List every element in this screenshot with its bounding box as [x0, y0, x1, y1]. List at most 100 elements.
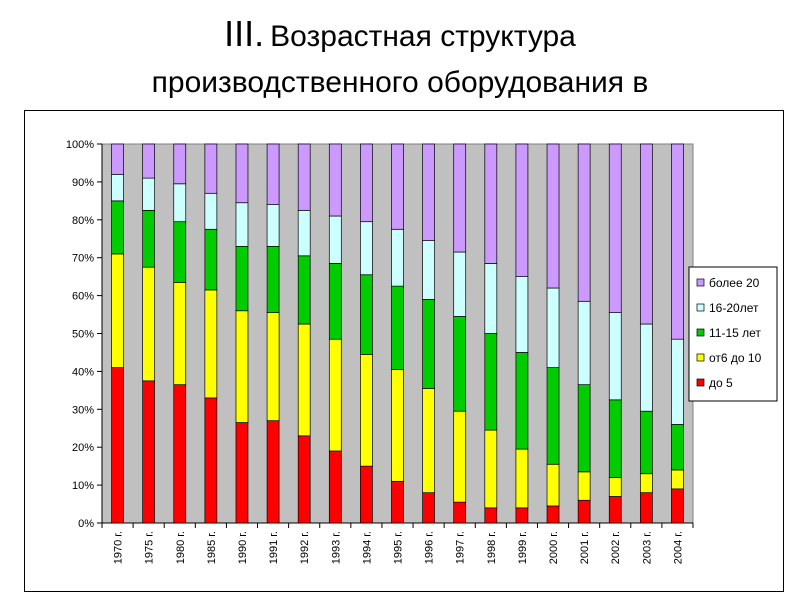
x-tick-label: 1990 г.	[237, 531, 249, 564]
bar-segment	[360, 221, 373, 276]
legend-swatch	[696, 328, 705, 337]
bar-segment	[671, 143, 684, 340]
bar-segment	[328, 215, 342, 264]
bar-segment	[484, 429, 498, 509]
y-tick-label: 10%	[72, 480, 94, 492]
x-tick-label: 1975 г.	[144, 531, 156, 564]
bar-segment	[546, 287, 560, 368]
bar-segment	[577, 499, 591, 524]
bar-segment	[608, 312, 622, 401]
bar-segment	[515, 276, 529, 353]
title-line-2: производственного оборудования в	[151, 66, 649, 99]
bar-segment	[360, 353, 373, 467]
title-line-1: III. Возрастная структура	[0, 14, 800, 57]
bar-segment	[235, 202, 249, 247]
x-tick-label: 2001 г.	[579, 531, 591, 564]
bar-segment	[142, 209, 156, 268]
x-tick-label: 2000 г.	[548, 531, 560, 564]
title-text-1: Возрастная структура	[270, 20, 576, 53]
bar-segment	[360, 465, 373, 524]
y-tick-label: 20%	[72, 442, 94, 454]
bar-segment	[671, 338, 684, 425]
x-tick-label: 1997 г.	[455, 531, 467, 564]
y-tick-label: 60%	[72, 291, 94, 303]
bar-segment	[328, 450, 342, 524]
bar-segment	[577, 471, 591, 501]
bar-segment	[422, 492, 435, 524]
x-tick-label: 1970 г.	[113, 531, 125, 564]
bar-segment	[266, 245, 280, 314]
bar-segment	[111, 200, 124, 255]
bar-segment	[546, 143, 560, 289]
bar-segment	[515, 507, 529, 524]
x-tick-label: 2003 г.	[641, 531, 653, 564]
slide-title: III. Возрастная структура производственно…	[0, 14, 800, 103]
y-tick-label: 70%	[72, 253, 94, 265]
bar-segment	[608, 477, 622, 497]
title-roman-numeral: III.	[224, 13, 265, 54]
bar-segment	[484, 333, 498, 431]
y-tick-label: 100%	[66, 139, 94, 151]
bar-segment	[546, 463, 560, 507]
bar-segment	[204, 192, 218, 230]
chart-frame: 0% 10% 20% 30% 40% 50% 60% 70% 80% 90% 100% 1970 г.…	[24, 110, 784, 592]
bar-segment	[639, 143, 653, 325]
bar-segment	[391, 228, 404, 287]
bar-segment	[639, 410, 653, 475]
x-tick-label: 1980 г.	[175, 531, 187, 564]
bar-segment	[546, 367, 560, 465]
x-tick-label: 1998 г.	[486, 531, 498, 564]
y-tick-label: 50%	[72, 329, 94, 341]
bar-segment	[297, 323, 311, 437]
legend-label: от6 до 10	[709, 351, 762, 365]
y-tick-label: 0%	[78, 518, 94, 530]
bar-segment	[204, 228, 218, 291]
bar-segment	[297, 255, 311, 325]
stacked-bar-chart: 0% 10% 20% 30% 40% 50% 60% 70% 80% 90% 100% 1970 г.…	[66, 139, 778, 564]
bar-segment	[391, 285, 404, 370]
x-tick-label: 1985 г.	[206, 531, 218, 564]
bar-segment	[422, 299, 435, 389]
bar-segment	[235, 143, 249, 204]
y-tick-label: 90%	[72, 177, 94, 189]
bar-segment	[453, 143, 467, 253]
bar-segment	[391, 369, 404, 482]
bar-segment	[484, 507, 498, 524]
bar-segment	[204, 143, 218, 194]
bar-segment	[297, 435, 311, 524]
bar-segment	[515, 448, 529, 509]
bar-segment	[142, 143, 156, 179]
bar-segment	[453, 501, 467, 524]
bar-segment	[173, 281, 187, 386]
x-tick-label: 2002 г.	[610, 531, 622, 564]
bar-segment	[173, 183, 187, 223]
bar-segment	[422, 143, 435, 241]
y-tick-label: 40%	[72, 366, 94, 378]
bar-segment	[391, 480, 404, 524]
bar-segment	[453, 316, 467, 412]
y-tick-label: 80%	[72, 215, 94, 227]
bar-segment	[360, 274, 373, 355]
bar-segment	[266, 143, 280, 205]
bar-segment	[266, 204, 280, 247]
bar-segment	[577, 384, 591, 473]
bar-segment	[297, 143, 311, 211]
legend-swatch	[696, 353, 705, 362]
bar-segment	[142, 380, 156, 524]
x-tick-label: 1991 г.	[268, 531, 280, 564]
bar-segment	[391, 143, 404, 230]
bar-segment	[111, 253, 124, 368]
legend-label: более 20	[709, 276, 760, 290]
bar-segment	[235, 422, 249, 524]
bar-segment	[142, 266, 156, 382]
bar-segment	[328, 263, 342, 340]
bar-segment	[111, 143, 124, 175]
x-tick-label: 1994 г.	[361, 531, 373, 564]
bar-segment	[453, 251, 467, 317]
bar-segment	[484, 143, 498, 264]
legend-swatch	[696, 303, 705, 312]
bar-segment	[266, 420, 280, 524]
x-tick-label: 1992 г.	[299, 531, 311, 564]
bar-segment	[297, 209, 311, 257]
bar-segment	[360, 143, 373, 223]
